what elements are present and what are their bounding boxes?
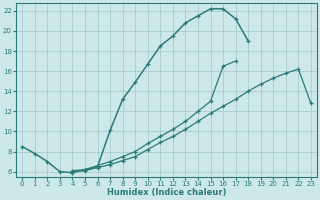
X-axis label: Humidex (Indice chaleur): Humidex (Indice chaleur) xyxy=(107,188,226,197)
